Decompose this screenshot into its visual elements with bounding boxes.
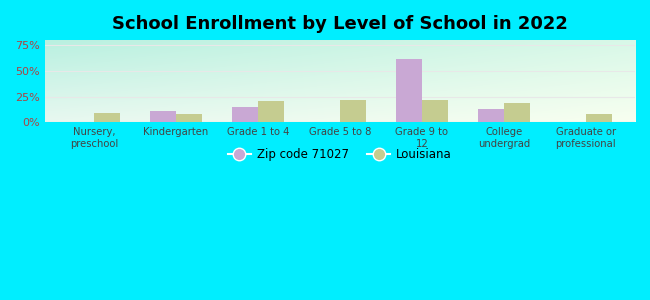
Bar xyxy=(340,100,366,122)
Bar xyxy=(422,100,448,122)
Bar xyxy=(586,114,612,122)
Bar xyxy=(94,113,120,122)
Title: School Enrollment by Level of School in 2022: School Enrollment by Level of School in … xyxy=(112,15,567,33)
Bar xyxy=(478,109,504,122)
Legend: Zip code 71027, Louisiana: Zip code 71027, Louisiana xyxy=(223,143,457,166)
Bar xyxy=(258,101,284,122)
Bar xyxy=(231,107,258,122)
Bar xyxy=(150,111,176,122)
Bar xyxy=(176,114,202,122)
Bar xyxy=(396,58,422,122)
Bar xyxy=(504,103,530,122)
